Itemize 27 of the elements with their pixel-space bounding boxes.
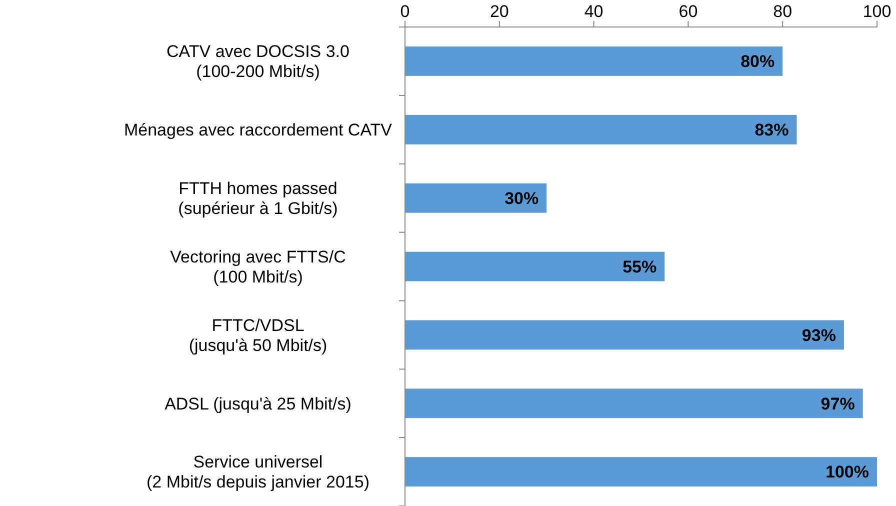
bar (405, 320, 844, 350)
bar (405, 388, 863, 418)
bar (405, 183, 547, 213)
x-tick-label: 60 (678, 2, 698, 21)
x-tick-label: 80 (773, 2, 792, 21)
x-tick-label: 20 (490, 2, 509, 21)
y-tick-label: FTTC/VDSL (jusqu'à 50 Mbit/s) (188, 316, 328, 355)
x-tick-label: 0 (400, 2, 410, 21)
data-label: 55% (622, 257, 657, 276)
bar (405, 457, 877, 486)
data-label: 83% (754, 120, 789, 140)
data-label: 30% (504, 189, 539, 208)
bar (405, 46, 783, 76)
bar (405, 252, 665, 282)
data-label: 80% (740, 52, 775, 72)
y-tick-label: ADSL (jusqu'à 25 Mbit/s) (164, 394, 352, 414)
x-tick-label: 40 (584, 2, 604, 21)
y-tick-label: CATV avec DOCSIS 3.0 (100-200 Mbit/s) (166, 42, 350, 82)
bar (405, 114, 797, 144)
data-label: 100% (826, 462, 869, 482)
data-label: 93% (802, 326, 836, 345)
data-label: 97% (820, 394, 855, 414)
y-tick-label: FTTH homes passed (supérieur à 1 Gbit/s) (178, 179, 338, 218)
y-tick-label: Vectoring avec FTTS/C (100 Mbit/s) (170, 247, 346, 286)
y-tick-label: Ménages avec raccordement CATV (124, 120, 393, 140)
x-tick-label: 100 (862, 2, 892, 21)
y-tick-label: Service universel (2 Mbit/s depuis janvier 2015) (146, 452, 370, 492)
